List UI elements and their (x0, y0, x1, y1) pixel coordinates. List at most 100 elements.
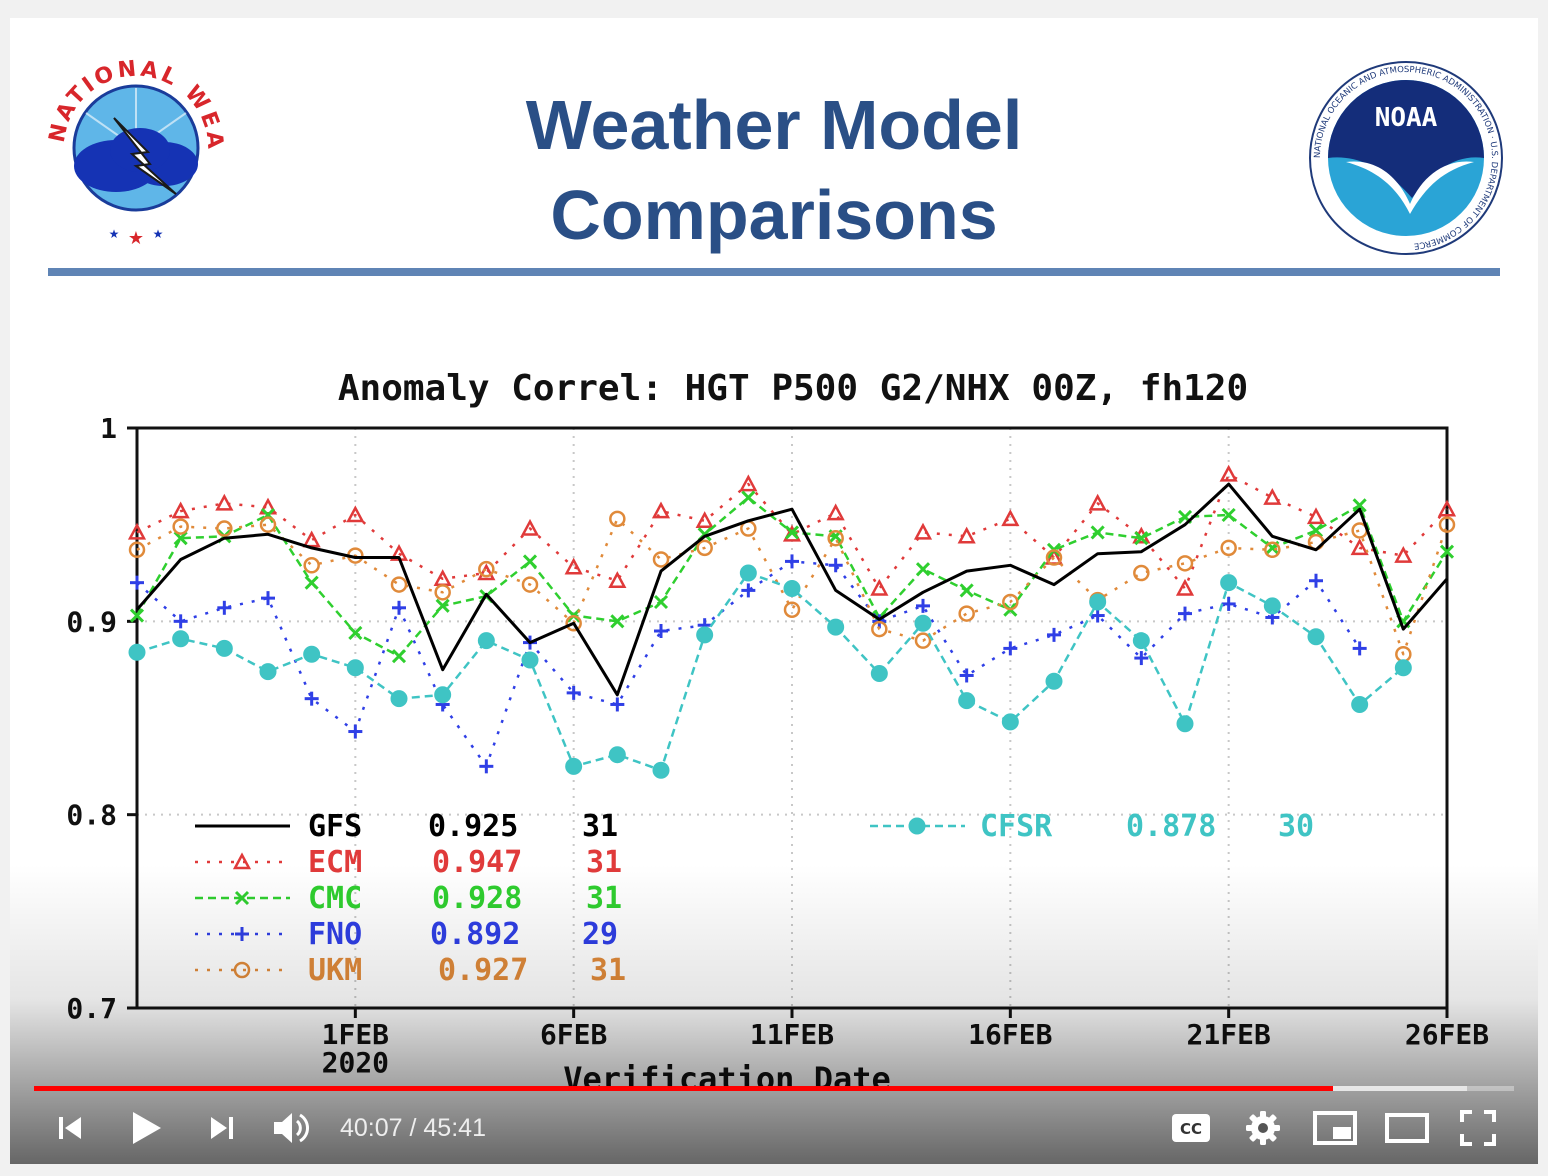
skip-previous-icon (59, 1117, 81, 1139)
data-point-cmc (915, 562, 931, 577)
time-separator: / (402, 1114, 424, 1142)
data-point-cfsr (215, 639, 233, 657)
data-point-ukm (1002, 593, 1019, 611)
data-point-fno (785, 554, 799, 569)
captions-button[interactable]: CC (1168, 1106, 1214, 1150)
settings-button[interactable] (1240, 1106, 1286, 1150)
data-point-ukm (609, 510, 626, 528)
data-point-cfsr (128, 643, 146, 661)
y-axis: 1 0.9 0.8 0.7 (66, 412, 137, 1025)
data-point-cfsr (1307, 628, 1325, 646)
data-point-fno (654, 624, 668, 638)
data-point-fno (261, 591, 275, 606)
data-point-cmc (435, 598, 450, 613)
volume-button[interactable] (268, 1106, 316, 1150)
legend-count-ecm: 31 (586, 845, 622, 880)
data-point-cfsr (434, 686, 452, 704)
progress-bar[interactable] (34, 1086, 1514, 1091)
series-line-cfsr (136, 571, 1405, 772)
data-point-fno (130, 575, 144, 590)
data-point-cfsr (827, 618, 845, 636)
data-point-fno (959, 668, 974, 683)
data-point-ecm (1263, 487, 1282, 505)
data-point-ecm (1437, 499, 1457, 517)
legend-mean-ukm: 0.927 (438, 953, 528, 988)
svg-text:CC: CC (1180, 1120, 1202, 1138)
data-point-cmc (522, 554, 538, 569)
data-point-fno (566, 685, 581, 700)
volume-icon (274, 1113, 310, 1143)
play-button[interactable] (122, 1106, 170, 1150)
y-tick-label: 1 (100, 412, 117, 445)
legend-mean-ecm: 0.947 (432, 845, 522, 880)
video-frame[interactable]: NATIONAL WEATHER SERVICE ★ ★ ★ Weather M… (10, 18, 1538, 1164)
data-point-fno (1352, 641, 1367, 656)
data-point-ecm (1394, 545, 1413, 563)
data-point-ecm (826, 503, 845, 521)
legend: GFS 0.925 31 ECM 0.947 31 CMC 0.928 31 FNO 0.892 29… (195, 809, 1314, 988)
fullscreen-button[interactable] (1456, 1106, 1500, 1150)
gear-icon (1246, 1111, 1280, 1145)
noaa-logo-text: NOAA (1375, 103, 1438, 133)
data-point-cfsr (652, 761, 670, 779)
data-point-cfsr (521, 651, 539, 669)
data-point-ecm (1175, 578, 1195, 596)
legend-marker-ukm (233, 961, 251, 979)
legend-count-cmc: 31 (586, 881, 622, 916)
data-point-cmc (1439, 544, 1455, 559)
data-point-fno (1090, 608, 1105, 623)
x-tick-label: 26FEB (1405, 1018, 1489, 1051)
captions-icon: CC (1172, 1114, 1210, 1142)
series-cfsr (128, 564, 1412, 779)
data-point-ukm (434, 584, 451, 601)
data-point-ecm (957, 526, 976, 544)
legend-count-ukm: 31 (590, 953, 626, 988)
data-point-cfsr (1351, 695, 1369, 713)
data-point-cfsr (1176, 715, 1194, 733)
data-point-cmc (129, 608, 145, 623)
data-point-cfsr (1132, 632, 1150, 650)
data-point-fno (392, 600, 406, 615)
noaa-logo: NOAA NATIONAL OCEANIC AND ATMOSPHERIC AD… (1306, 58, 1506, 258)
slide-title-line1: Weather Model (525, 86, 1023, 164)
data-point-cmc (173, 531, 188, 546)
miniplayer-icon (1313, 1111, 1357, 1145)
data-point-fno (304, 691, 319, 706)
legend-mean-fno: 0.892 (430, 917, 520, 952)
legend-name-fno: FNO (308, 917, 362, 952)
svg-text:★: ★ (153, 227, 164, 241)
slide-title-line2: Comparisons (550, 176, 998, 254)
data-point-cfsr (172, 630, 190, 648)
anomaly-correlation-chart: Anomaly Correl: HGT P500 G2/NHX 00Z, fh1… (66, 368, 1489, 1098)
data-point-cfsr (783, 579, 801, 597)
y-tick-label: 0.9 (66, 605, 117, 638)
data-point-ukm (958, 605, 975, 622)
data-point-ecm (1219, 464, 1238, 482)
data-point-cfsr (477, 632, 495, 650)
skip-next-button[interactable] (202, 1106, 242, 1150)
y-tick-label: 0.8 (66, 799, 117, 832)
data-point-ukm (696, 539, 713, 557)
legend-mean-gfs: 0.925 (428, 809, 518, 844)
theater-mode-button[interactable] (1382, 1106, 1432, 1150)
data-point-ukm (914, 632, 932, 649)
data-point-ukm (216, 520, 233, 537)
data-point-ecm (520, 518, 540, 536)
data-point-cfsr (565, 757, 583, 775)
legend-count-fno: 29 (582, 917, 618, 952)
data-point-cfsr (303, 645, 321, 663)
miniplayer-button[interactable] (1310, 1106, 1360, 1150)
data-point-ecm (608, 571, 627, 588)
y-tick-label: 0.7 (66, 992, 117, 1025)
skip-next-icon (211, 1117, 233, 1139)
series-line-cmc (135, 496, 1449, 658)
data-point-ukm (871, 620, 888, 638)
skip-previous-button[interactable] (50, 1106, 90, 1150)
data-point-cmc (348, 625, 363, 640)
data-point-ecm (302, 530, 321, 548)
data-point-cmc (1134, 531, 1149, 546)
data-point-cfsr (259, 663, 277, 681)
x-tick-sublabel: 2020 (322, 1046, 389, 1079)
data-point-cfsr (739, 564, 757, 582)
data-point-cfsr (1220, 574, 1238, 592)
